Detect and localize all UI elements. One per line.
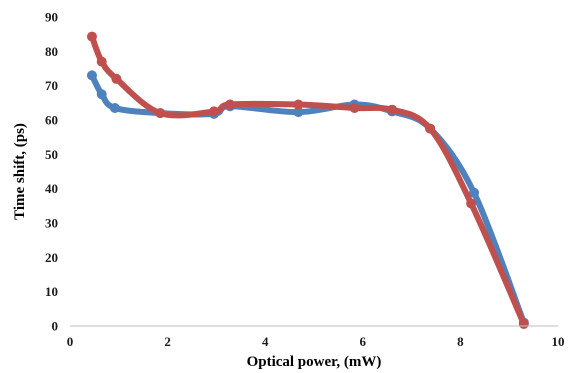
x-tick-label: 10 <box>552 334 565 349</box>
series-1-point <box>109 102 120 113</box>
y-tick-label: 40 <box>45 181 58 196</box>
y-tick-label: 80 <box>45 44 58 59</box>
series-2-point <box>466 198 477 209</box>
x-tick-label: 0 <box>67 334 74 349</box>
y-tick-labels: 0 10 20 30 40 50 60 70 80 90 <box>45 10 58 334</box>
series-2-line <box>88 33 527 327</box>
y-tick-label: 70 <box>45 78 58 93</box>
y-axis-title: Time shift, (ps) <box>12 123 28 220</box>
x-axis-title: Optical power, (mW) <box>247 354 382 370</box>
y-tick-label: 0 <box>52 319 59 334</box>
series-2-point <box>387 104 398 115</box>
series-2-point <box>293 99 304 110</box>
y-tick-label: 60 <box>45 113 58 128</box>
y-tick-label: 50 <box>45 147 58 162</box>
series-2 <box>86 31 529 329</box>
x-tick-label: 6 <box>360 334 367 349</box>
y-tick-label: 10 <box>45 284 58 299</box>
series-2-point <box>425 123 436 134</box>
series-2-point <box>349 102 360 113</box>
x-tick-label: 4 <box>262 334 269 349</box>
series-2-point <box>225 99 236 110</box>
series-2-point <box>111 73 122 84</box>
y-tick-label: 90 <box>45 10 58 25</box>
series-2-point <box>96 56 107 67</box>
series-1-point <box>293 107 304 118</box>
series-2-point <box>155 108 166 119</box>
series-2-point <box>208 106 219 117</box>
series-2-point <box>86 31 97 42</box>
x-tick-labels: 0 2 4 6 8 10 <box>67 334 565 349</box>
y-tick-label: 20 <box>45 250 58 265</box>
y-tick-label: 30 <box>45 216 58 231</box>
series-1-point <box>86 70 97 81</box>
x-tick-label: 8 <box>457 334 464 349</box>
series-1-point <box>96 89 107 100</box>
series-2-point <box>518 318 529 329</box>
series-1-point <box>469 187 480 198</box>
x-tick-label: 2 <box>164 334 171 349</box>
series-layer <box>86 31 529 329</box>
